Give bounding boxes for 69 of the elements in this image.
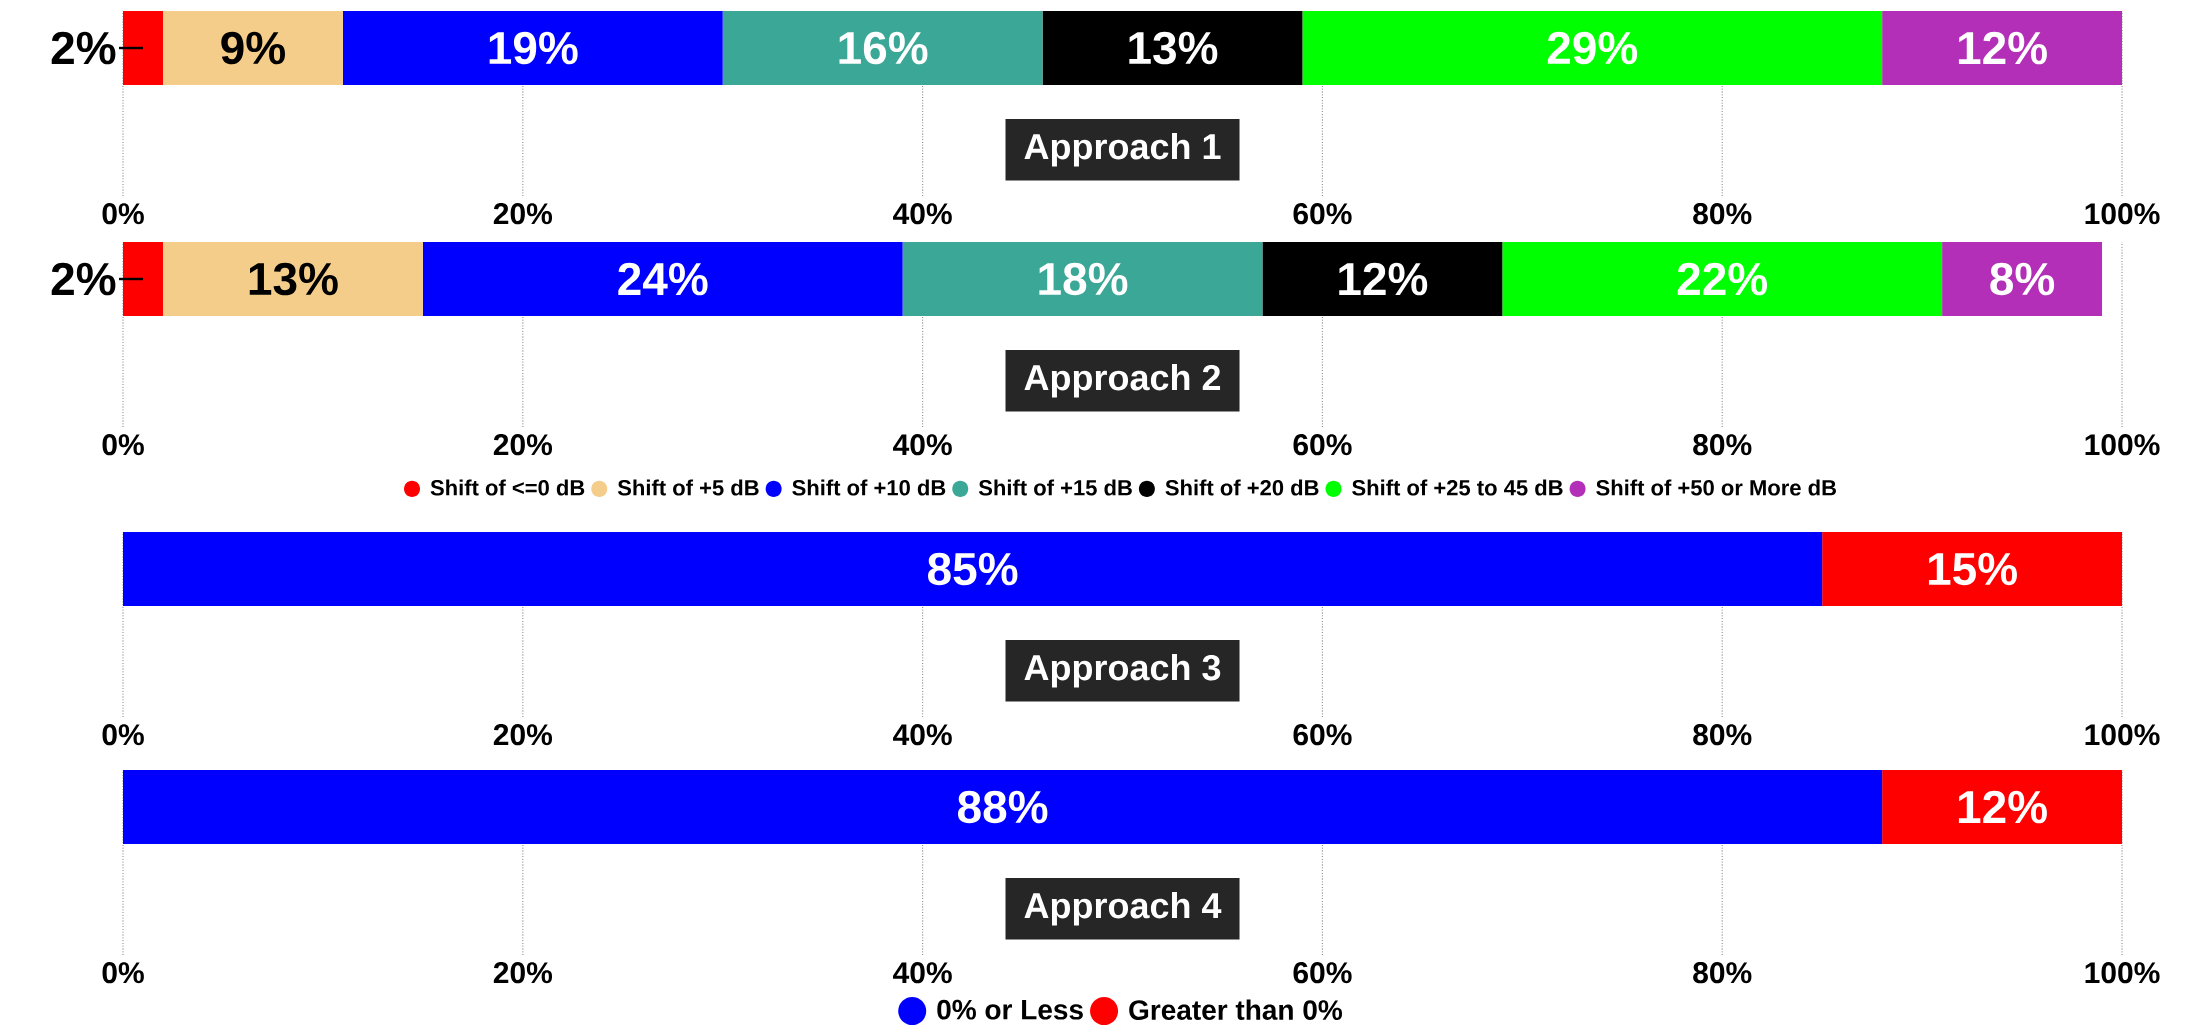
x-axis-title: Approach 2 [1024,363,1221,398]
legend-label: Shift of <=0 dB [430,479,585,496]
x-tick-label: 60% [1293,434,1352,456]
data-label: 2% [51,262,116,296]
bar [1042,11,1303,85]
x-tick-label: 60% [1293,724,1352,746]
data-label: 12% [1958,790,2047,824]
x-tick-label: 0% [102,434,144,456]
legend-label: 0% or Less [937,999,1083,1020]
bar [162,11,343,85]
x-tick-label: 60% [1293,962,1352,984]
data-label: 12% [1339,262,1428,296]
x-axis-title: Approach 3 [1024,653,1221,688]
legend-label: Shift of +20 dB [1165,479,1319,496]
bar [422,242,903,317]
x-tick-label: 20% [493,962,553,984]
legend-label: Greater than 0% [1129,999,1343,1020]
x-tick-label: 0% [102,203,144,225]
x-tick-label: 80% [1693,962,1752,984]
bar [1502,242,1943,317]
bar [123,11,163,85]
x-tick-label: 100% [2085,434,2160,456]
data-label: 85% [928,552,1018,586]
bar [1882,11,2123,85]
x-tick-label: 40% [893,724,952,746]
x-tick-label: 100% [2085,203,2160,225]
data-label: 13% [249,262,338,296]
data-label: 9% [221,31,285,65]
x-axis-title: Approach 4 [1024,891,1222,926]
x-tick-label: 80% [1693,724,1752,746]
data-label: 19% [489,31,578,65]
x-tick-label: 20% [493,203,553,225]
bar [1942,242,2103,317]
bar [162,242,423,317]
bar [1262,242,1503,317]
bar [123,242,163,317]
data-label: 18% [1039,262,1128,296]
legend-label: Shift of +25 to 45 dB [1352,479,1563,496]
data-label: 12% [1958,31,2047,65]
x-tick-label: 40% [893,203,952,225]
x-tick-label: 20% [493,724,553,746]
x-tick-label: 100% [2085,724,2160,746]
bar [902,242,1263,317]
x-tick-label: 60% [1293,203,1352,225]
legend-label: Shift of +5 dB [617,479,759,496]
legend-label: Shift of +15 dB [978,479,1132,496]
data-label: 22% [1677,262,1768,296]
bar [1302,11,1883,85]
data-label: 24% [618,262,708,296]
data-label: 8% [1990,262,2055,296]
x-axis-title: Approach 1 [1024,132,1221,167]
data-label: 16% [839,31,928,65]
data-label: 2% [51,31,116,65]
x-tick-label: 0% [102,962,144,984]
x-tick-label: 40% [893,962,952,984]
data-label: 13% [1129,31,1218,65]
bar [722,11,1043,85]
data-label: 29% [1547,31,1638,65]
bar [342,11,723,85]
legend-label: Shift of +50 or More dB [1596,479,1836,496]
data-label: 88% [958,790,1048,824]
x-tick-label: 80% [1693,203,1752,225]
x-tick-label: 20% [493,434,553,456]
x-tick-label: 80% [1693,434,1752,456]
x-tick-label: 0% [102,724,144,746]
x-tick-label: 100% [2085,962,2160,984]
x-tick-label: 40% [893,434,952,456]
data-label: 15% [1928,552,2017,586]
legend-label: Shift of +10 dB [792,479,946,496]
